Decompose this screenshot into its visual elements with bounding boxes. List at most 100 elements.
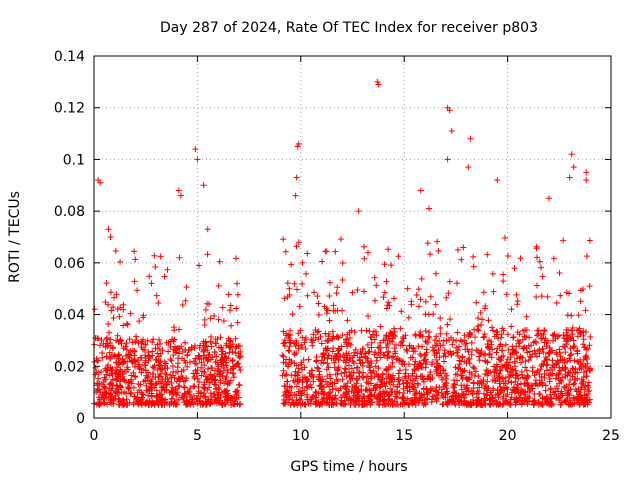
data-point: [315, 300, 322, 307]
data-point: [430, 347, 437, 354]
data-point: [502, 364, 509, 371]
data-point: [475, 315, 482, 322]
data-point: [579, 286, 586, 293]
data-point: [420, 376, 427, 383]
data-point: [523, 367, 530, 374]
data-point: [103, 353, 110, 360]
data-point: [96, 342, 103, 349]
data-point: [338, 370, 345, 377]
data-point: [503, 384, 510, 391]
data-point: [500, 271, 507, 278]
data-point: [116, 398, 123, 405]
data-point: [319, 398, 326, 405]
data-point: [298, 359, 305, 366]
data-point: [234, 280, 241, 287]
data-point: [497, 341, 504, 348]
data-point: [512, 349, 519, 356]
data-point: [162, 365, 169, 372]
y-tick-label: 0.08: [54, 204, 85, 220]
data-point: [291, 401, 298, 408]
data-point: [361, 243, 368, 250]
data-point: [182, 401, 189, 408]
data-point: [120, 396, 127, 403]
data-point: [435, 389, 442, 396]
data-point: [354, 364, 361, 371]
data-point: [286, 393, 293, 400]
data-point: [571, 369, 578, 376]
data-point: [385, 392, 392, 399]
data-point: [119, 398, 126, 405]
data-point: [329, 328, 336, 335]
data-point: [299, 259, 306, 266]
data-point: [169, 363, 176, 370]
data-point: [484, 341, 491, 348]
data-point: [205, 398, 212, 405]
data-point: [510, 386, 517, 393]
data-point: [153, 380, 160, 387]
data-point: [337, 400, 344, 407]
data-point: [514, 381, 521, 388]
data-point: [212, 358, 219, 365]
data-point: [417, 360, 424, 367]
data-point: [533, 369, 540, 376]
data-point: [536, 380, 543, 387]
data-point: [489, 346, 496, 353]
data-point: [119, 357, 126, 364]
data-point: [544, 361, 551, 368]
data-point: [293, 397, 300, 404]
data-point: [180, 384, 187, 391]
data-point: [291, 391, 298, 398]
data-point: [504, 368, 511, 375]
data-point: [327, 389, 334, 396]
data-point: [155, 353, 162, 360]
data-point: [165, 378, 172, 385]
data-point: [289, 311, 296, 318]
data-point: [538, 264, 545, 271]
data-point: [205, 352, 212, 359]
data-point: [355, 208, 362, 215]
data-point: [536, 258, 543, 265]
data-point: [288, 372, 295, 379]
data-point: [318, 386, 325, 393]
data-point: [570, 337, 577, 344]
data-point: [367, 369, 374, 376]
data-point: [428, 361, 435, 368]
data-point: [375, 81, 382, 88]
data-point: [583, 397, 590, 404]
data-point: [502, 380, 509, 387]
data-point: [437, 363, 444, 370]
data-point: [512, 367, 519, 374]
data-point: [349, 384, 356, 391]
data-point: [390, 295, 397, 302]
data-point: [298, 390, 305, 397]
data-point: [100, 395, 107, 402]
data-point: [92, 364, 99, 371]
data-point: [564, 336, 571, 343]
data-point: [508, 306, 515, 313]
data-point: [376, 398, 383, 405]
data-point: [544, 356, 551, 363]
data-point: [553, 299, 560, 306]
y-tick-label: 0.12: [54, 101, 85, 117]
data-point: [431, 337, 438, 344]
data-point: [326, 394, 333, 401]
data-point: [182, 297, 189, 304]
data-point: [449, 341, 456, 348]
data-point: [326, 292, 333, 299]
data-point: [411, 366, 418, 373]
data-point: [496, 400, 503, 407]
data-point: [313, 354, 320, 361]
data-point: [533, 282, 540, 289]
data-point: [316, 401, 323, 408]
data-point: [444, 388, 451, 395]
data-point: [312, 399, 319, 406]
data-point: [344, 331, 351, 338]
data-point: [173, 378, 180, 385]
data-point: [482, 357, 489, 364]
data-point: [457, 337, 464, 344]
data-point: [175, 187, 182, 194]
data-point: [561, 343, 568, 350]
data-point: [323, 310, 330, 317]
data-point: [387, 374, 394, 381]
data-point: [580, 363, 587, 370]
